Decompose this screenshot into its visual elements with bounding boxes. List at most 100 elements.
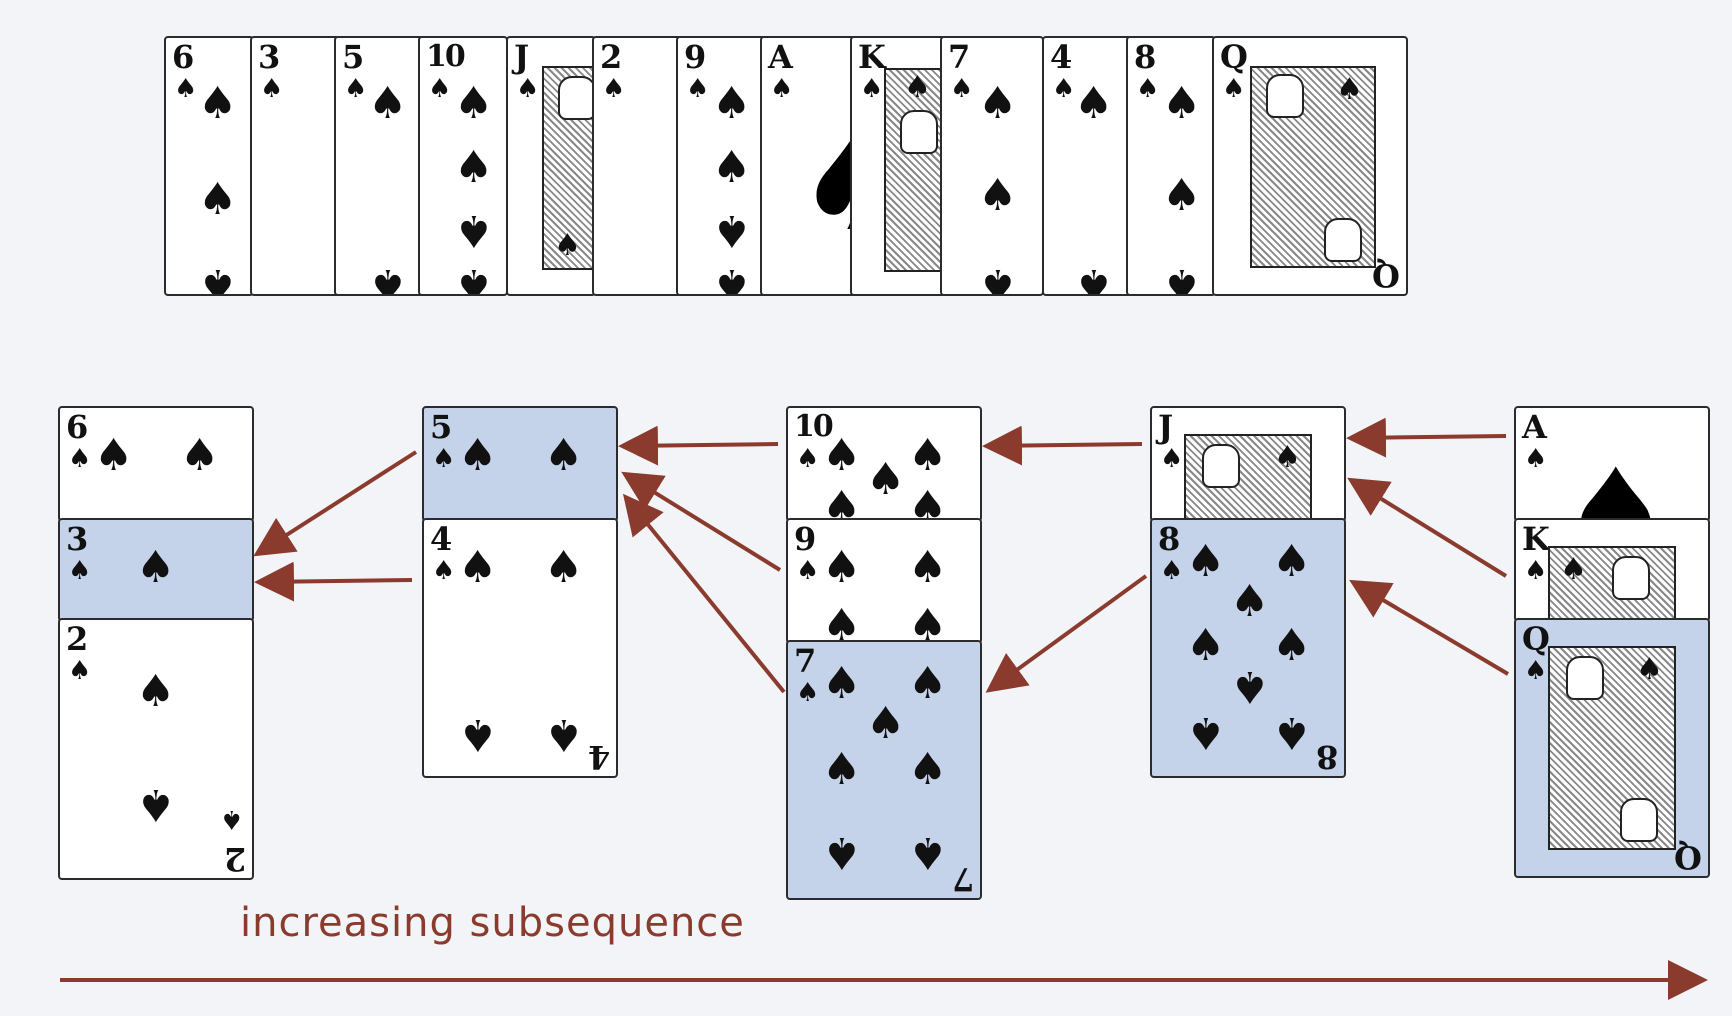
queen-face-icon: ♠ — [1548, 646, 1676, 850]
pile-card-3: 3 ♠ ♠ — [58, 518, 254, 622]
spade-icon: ♠ — [822, 658, 862, 709]
card-rank: Q — [1220, 38, 1248, 76]
spade-icon: ♠ — [1074, 78, 1114, 129]
spade-icon: ♠ — [1160, 556, 1184, 586]
top-card-q: Q ♠ ♠ Q — [1212, 36, 1408, 296]
spade-icon: ♠ — [136, 542, 176, 593]
spade-icon: ♠ — [1162, 170, 1202, 221]
spade-icon: ♠ — [180, 430, 220, 481]
card-rank: A — [768, 38, 793, 76]
arrow — [253, 450, 418, 557]
spade-icon: ♠ — [544, 542, 584, 593]
spade-icon: ♠ — [822, 744, 862, 795]
pile-card-a: A ♠ ♠ — [1514, 406, 1710, 522]
card-suit-index: ♠ — [950, 74, 974, 104]
pile-card-6: 6 ♠ ♠ ♠ — [58, 406, 254, 522]
pile-card-9: 9 ♠ ♠ ♠ ♠ ♠ — [786, 518, 982, 644]
spade-icon: ♠ — [908, 542, 948, 593]
pile-card-4: 4 ♠ ♠ ♠ ♠ ♠ 4 — [422, 518, 618, 778]
arrow — [1346, 417, 1507, 458]
card-suit-index: ♠ — [428, 74, 452, 104]
spade-icon: ♠ — [1160, 444, 1184, 474]
spade-icon: ♠ — [1186, 620, 1226, 671]
card-rank: 10 — [794, 409, 834, 444]
card-suit-index: ♠ — [860, 74, 884, 104]
spade-icon: ♠ — [1186, 536, 1226, 587]
spade-icon: ♠ — [432, 444, 456, 474]
card-rank: A — [1522, 408, 1547, 446]
card-suit-index: ♠ — [174, 74, 198, 104]
card-rank: 5 — [342, 38, 364, 76]
arrow — [982, 425, 1143, 466]
card-rank: 7 — [948, 38, 970, 76]
spade-icon: ♠ — [68, 556, 92, 586]
card-rank: 3 — [258, 38, 280, 76]
spade-icon: ♠ — [544, 430, 584, 481]
card-rank: 9 — [794, 520, 816, 558]
arrow — [618, 425, 779, 466]
arrow — [254, 561, 413, 602]
spade-icon: ♠ — [908, 658, 948, 709]
spade-icon: ♠ — [68, 444, 92, 474]
top-card-3: 3 ♠ — [250, 36, 340, 296]
spade-icon: ♠ — [458, 542, 498, 593]
card-suit-index: ♠ — [1136, 74, 1160, 104]
card-rank: 4 — [430, 520, 452, 558]
arrow — [1349, 579, 1510, 676]
spade-icon: ♠ — [866, 454, 906, 505]
card-rank: 2 — [66, 620, 88, 658]
spade-icon: ♠ — [822, 430, 862, 481]
spade-icon: ♠ — [908, 430, 948, 481]
card-rank: 8 — [1158, 520, 1180, 558]
card-rank: 8 — [1134, 38, 1156, 76]
king-face-icon: ♠ — [884, 68, 944, 272]
top-card-4: 4 ♠ ♠ ♠ — [1042, 36, 1132, 296]
spade-icon: ♠ — [866, 698, 906, 749]
jack-face-icon: ♠ — [1184, 434, 1312, 520]
spade-icon: ♠ — [712, 142, 752, 193]
spade-icon: ♠ — [712, 78, 752, 129]
arrow — [985, 574, 1148, 693]
arrow — [1347, 477, 1508, 578]
spade-icon: ♠ — [454, 142, 494, 193]
spade-icon: ♠ — [68, 656, 92, 686]
card-suit-index: ♠ — [686, 74, 710, 104]
spade-icon: ♠ — [822, 600, 862, 644]
pile-card-7: 7 ♠ ♠ ♠ ♠ ♠ ♠ ♠ ♠ 7 — [786, 640, 982, 900]
card-suit-index: ♠ — [260, 74, 284, 104]
spade-icon: ♠ — [978, 170, 1018, 221]
spade-icon: ♠ — [796, 556, 820, 586]
top-card-6: 6 ♠ ♠ ♠ ♠ — [164, 36, 254, 296]
spade-icon: ♠ — [1230, 576, 1270, 627]
pile-card-8: 8 ♠ ♠ ♠ ♠ ♠ ♠ ♠ ♠ ♠ 8 — [1150, 518, 1346, 778]
spade-icon: ♠ — [1524, 556, 1548, 586]
card-suit-index: ♠ — [602, 74, 626, 104]
large-spade-icon: ♠ — [1562, 444, 1670, 522]
spade-icon: ♠ — [1162, 78, 1202, 129]
top-card-2: 2 ♠ — [592, 36, 682, 296]
spade-icon: ♠ — [432, 556, 456, 586]
card-rank: 6 — [66, 408, 88, 446]
card-suit-index: ♠ — [1052, 74, 1076, 104]
spade-icon: ♠ — [796, 678, 820, 708]
card-rank: J — [1158, 408, 1173, 446]
top-card-7: 7 ♠ ♠ ♠ ♠ — [940, 36, 1044, 296]
pile-card-k: K ♠ ♠ — [1514, 518, 1710, 622]
card-suit-index: ♠ — [516, 74, 540, 104]
spade-icon: ♠ — [198, 174, 238, 225]
spade-icon: ♠ — [1272, 536, 1312, 587]
queen-face-icon: ♠ — [1250, 66, 1376, 268]
spade-icon: ♠ — [796, 444, 820, 474]
spade-icon: ♠ — [978, 78, 1018, 129]
king-face-icon: ♠ — [1548, 546, 1676, 620]
arrow — [622, 493, 786, 694]
spade-icon: ♠ — [94, 430, 134, 481]
spade-icon: ♠ — [198, 78, 238, 129]
card-rank: 4 — [1050, 38, 1072, 76]
card-rank: 9 — [684, 38, 706, 76]
card-suit-index: ♠ — [344, 74, 368, 104]
spade-icon: ♠ — [1524, 656, 1548, 686]
card-suit-index: ♠ — [1222, 74, 1246, 104]
card-suit-index: ♠ — [770, 74, 794, 104]
card-rank: 7 — [794, 642, 816, 680]
